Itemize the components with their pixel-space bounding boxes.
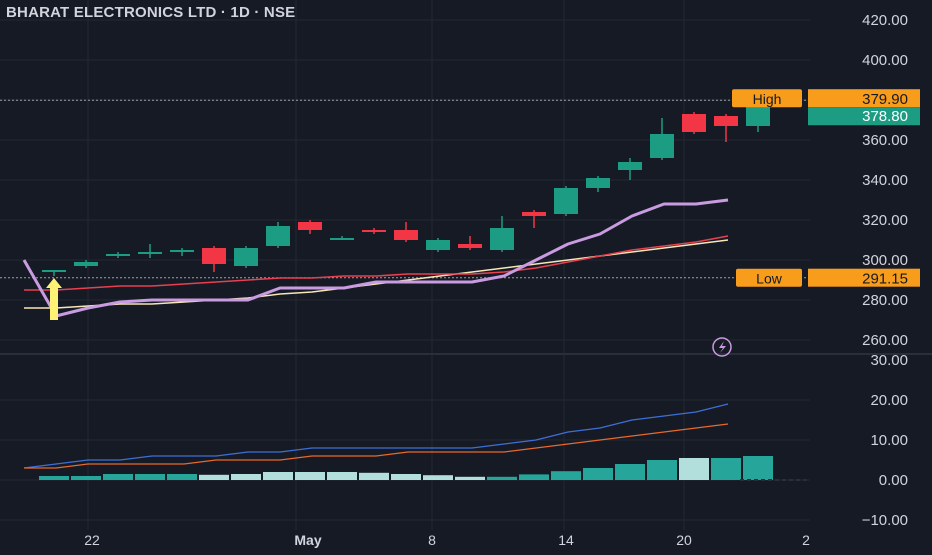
histogram-bar <box>231 474 261 480</box>
candle-body <box>330 238 354 240</box>
histogram-bar <box>199 474 229 480</box>
candle-body <box>234 248 258 266</box>
histogram-bar <box>551 471 581 480</box>
lightning-icon <box>719 341 726 353</box>
low-tag-label-box <box>736 268 802 287</box>
candles <box>42 100 770 276</box>
trailing-stop-line <box>22 198 729 318</box>
price-tick-label: 360.00 <box>862 132 908 149</box>
indicator-tick-label: 0.00 <box>879 472 908 489</box>
histogram-bar <box>135 474 165 480</box>
time-tick-label: 14 <box>558 532 574 548</box>
candle-body <box>554 188 578 214</box>
histogram-bar <box>327 472 357 480</box>
low-value-label: 291.15 <box>862 271 908 288</box>
time-tick-label: May <box>294 532 321 548</box>
last-price-box <box>808 107 920 126</box>
candle-body <box>682 114 706 132</box>
histogram-bar <box>615 464 645 480</box>
high-tag-label: High <box>753 91 782 107</box>
buy-arrow-icon <box>46 278 62 320</box>
price-tick-label: 300.00 <box>862 252 908 269</box>
candle-body <box>266 226 290 246</box>
time-tick-label: 22 <box>84 532 100 548</box>
histogram-bar <box>71 476 101 480</box>
time-tick-label: 2 <box>802 532 810 548</box>
time-tick-label: 20 <box>676 532 692 548</box>
time-tick-label: 8 <box>428 532 436 548</box>
candle-body <box>458 244 482 248</box>
histogram-bar <box>295 472 325 480</box>
histogram-bar <box>679 458 709 480</box>
candle-body <box>202 248 226 264</box>
candle-body <box>522 212 546 216</box>
candle-body <box>42 270 66 272</box>
last-price-label: 378.80 <box>862 108 908 125</box>
alert-bubble-icon <box>712 337 732 357</box>
candle-body <box>394 230 418 240</box>
candle-body <box>490 228 514 250</box>
candle-body <box>298 222 322 230</box>
candle-body <box>618 162 642 170</box>
high-value-label: 379.90 <box>862 91 908 108</box>
moving-average-mid-line <box>24 235 729 291</box>
histogram-bar <box>167 474 197 480</box>
histogram-bar <box>455 476 485 480</box>
candle-body <box>426 240 450 250</box>
histogram-bar <box>39 476 69 480</box>
histogram-bar <box>711 458 741 480</box>
histogram-bar <box>423 475 453 480</box>
price-axis: 420.00 400.00 360.00 340.00 320.00 300.00 280.… <box>862 12 908 529</box>
price-tick-label: 260.00 <box>862 332 908 349</box>
candle-body <box>746 102 770 126</box>
indicator-tick-label: −10.00 <box>862 512 908 529</box>
price-tick-label: 420.00 <box>862 12 908 29</box>
adx-line <box>23 403 729 469</box>
histogram-bar <box>519 474 549 480</box>
indicator-tick-label: 30.00 <box>870 352 908 369</box>
candle-body <box>170 250 194 252</box>
candle-body <box>650 134 674 158</box>
price-tick-label: 280.00 <box>862 292 908 309</box>
histogram-bar <box>359 472 389 480</box>
price-tick-label: 320.00 <box>862 212 908 229</box>
candle-body <box>714 116 738 126</box>
indicator-histogram <box>39 456 773 480</box>
moving-average-long-line <box>24 239 729 309</box>
high-value-box <box>808 89 920 108</box>
price-tick-label: 340.00 <box>862 172 908 189</box>
histogram-bar <box>583 468 613 480</box>
high-tag-label-box <box>732 89 802 108</box>
symbol-title: BHARAT ELECTRONICS LTD · 1D · NSE <box>6 4 296 21</box>
histogram-bar <box>743 456 773 480</box>
histogram-bar <box>391 474 421 480</box>
candle-body <box>586 178 610 188</box>
signal-line <box>24 423 729 469</box>
time-axis: 22 May 8 14 20 2 <box>84 532 810 548</box>
histogram-bar <box>103 474 133 480</box>
candle-body <box>106 254 130 256</box>
histogram-bar <box>647 460 677 480</box>
grid-lines <box>0 0 810 530</box>
low-value-box <box>808 268 920 287</box>
price-tick-label: 400.00 <box>862 52 908 69</box>
histogram-bar <box>263 472 293 480</box>
indicator-tick-label: 20.00 <box>870 392 908 409</box>
candle-body <box>362 230 386 232</box>
candle-body <box>74 262 98 266</box>
indicator-tick-label: 10.00 <box>870 432 908 449</box>
histogram-bar <box>487 476 517 480</box>
low-tag-label: Low <box>756 271 783 287</box>
candle-body <box>138 252 162 254</box>
